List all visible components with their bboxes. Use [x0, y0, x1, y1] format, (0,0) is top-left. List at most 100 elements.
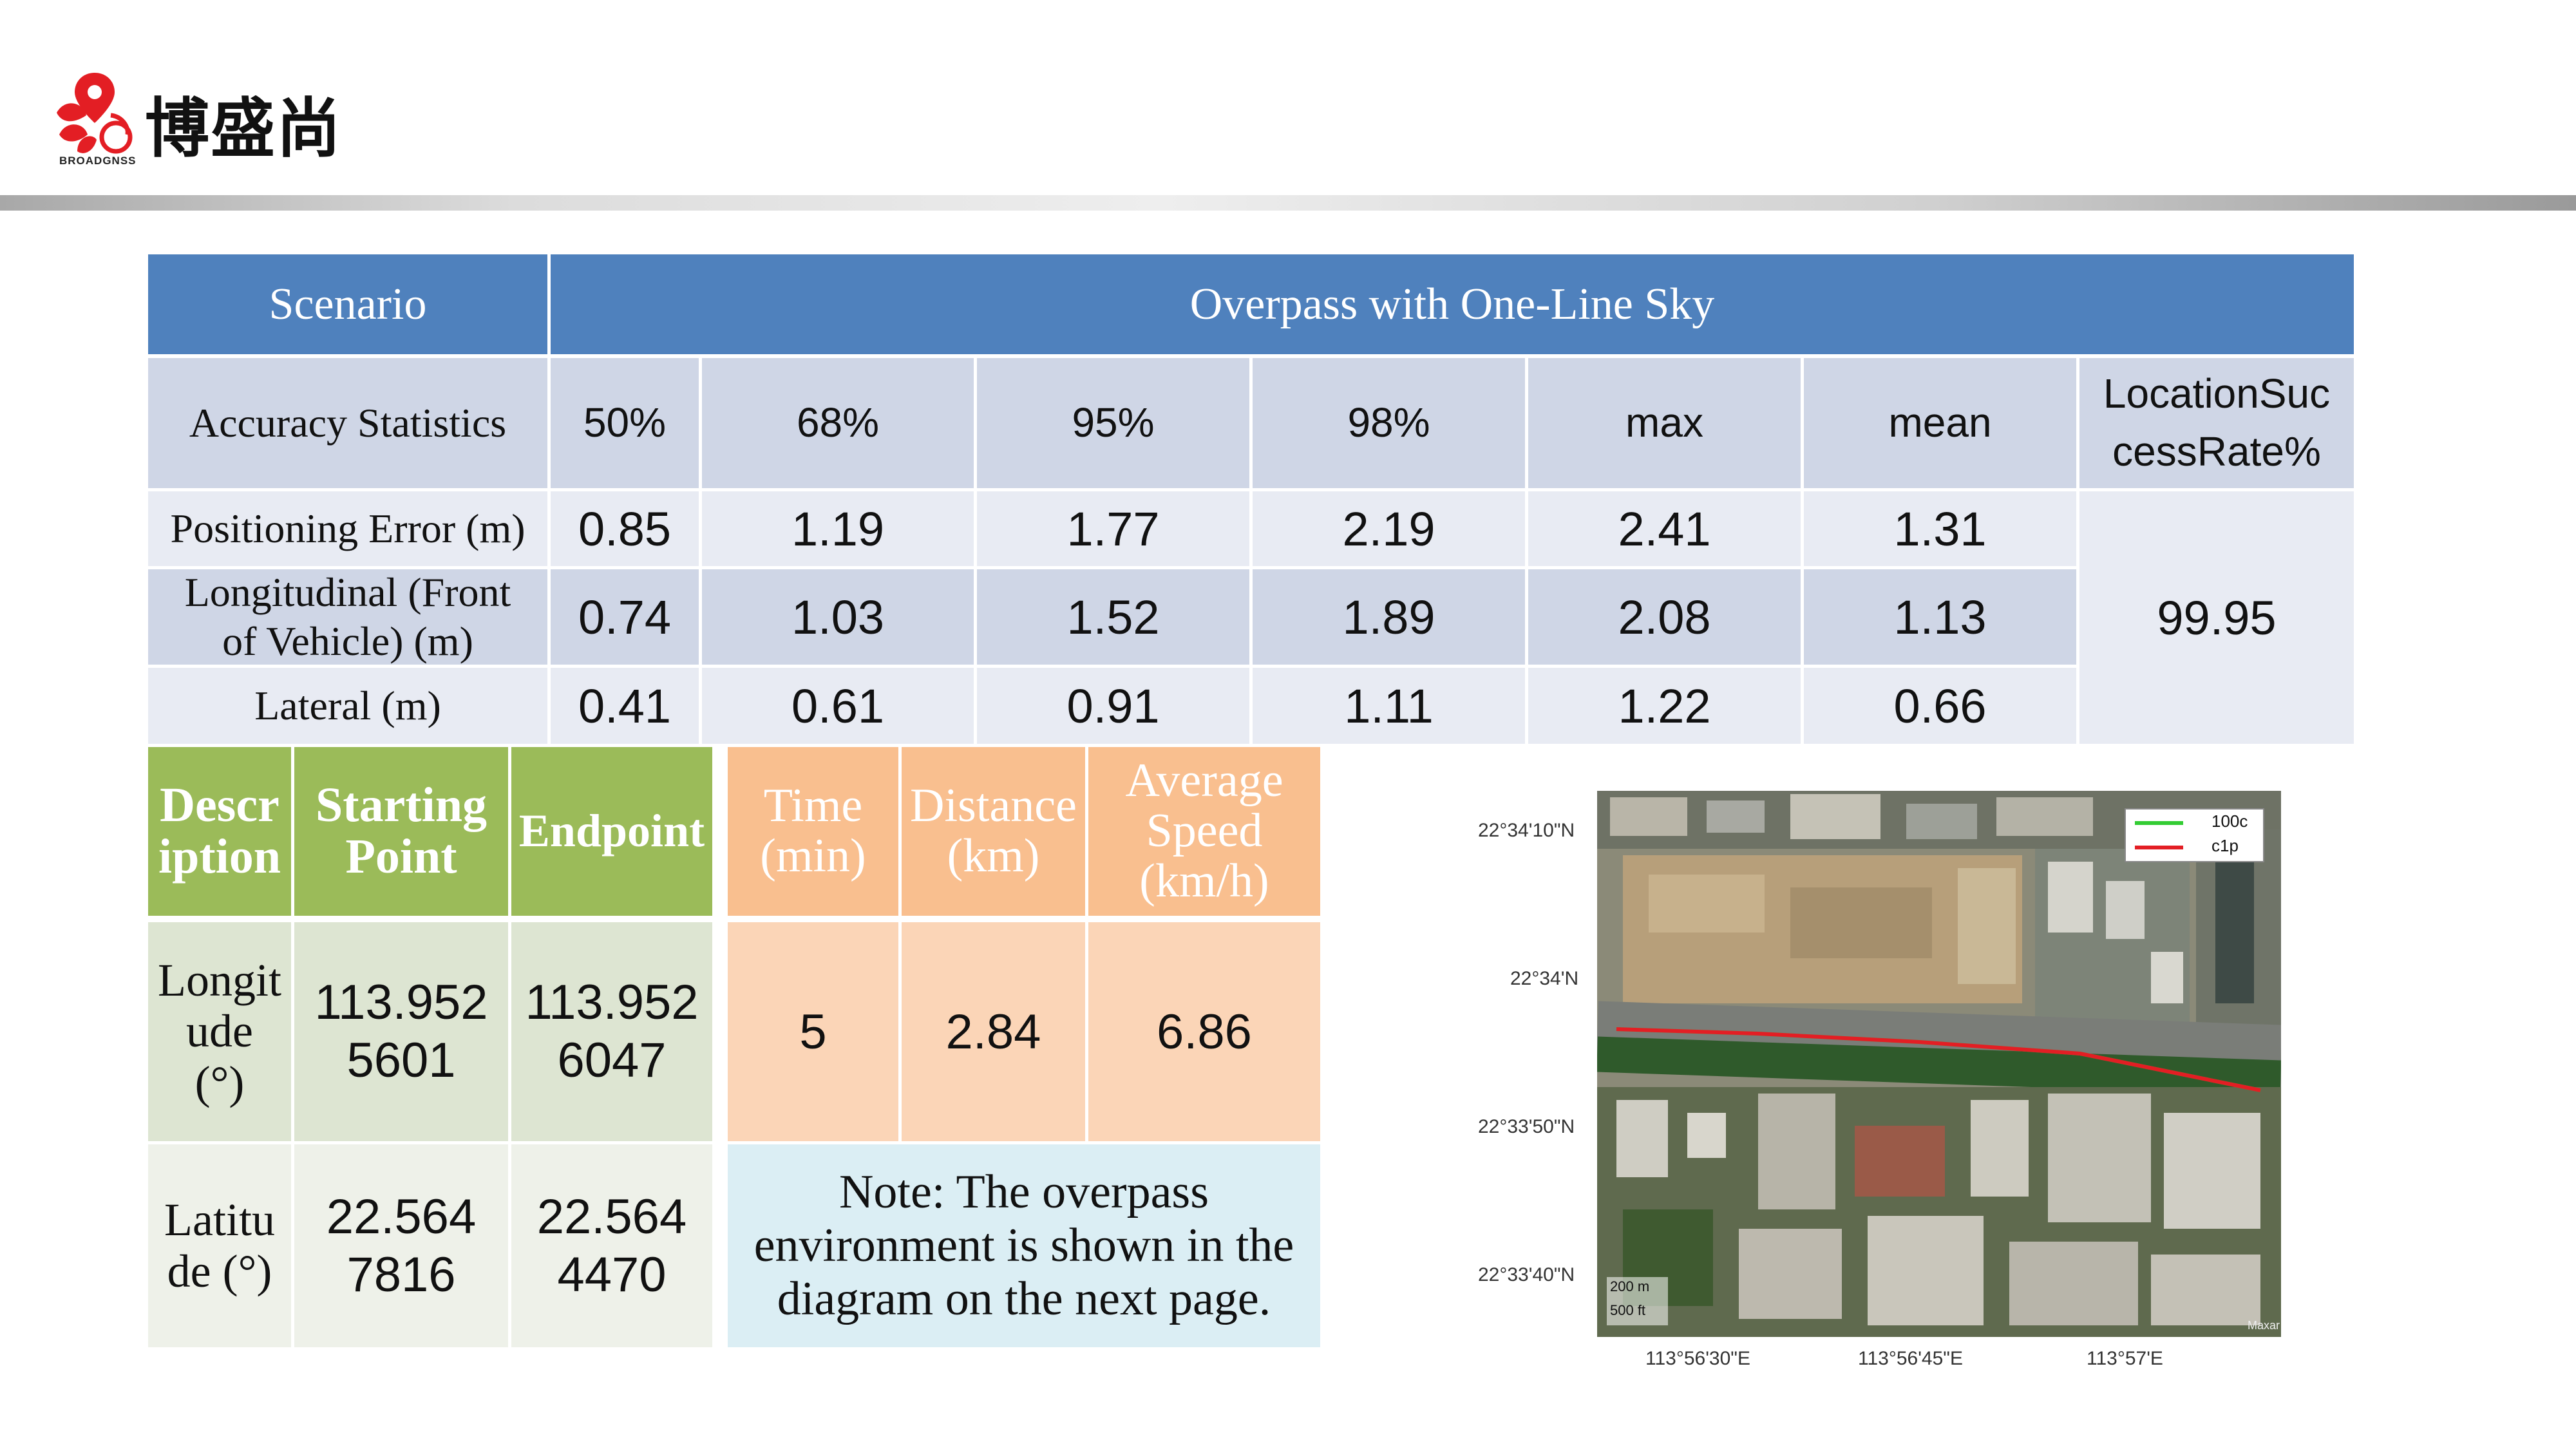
lat-label: 22°34'N — [1510, 968, 1579, 989]
cell-value: 2.41 — [1618, 502, 1711, 556]
scenario-label: Scenario — [269, 279, 427, 329]
table-cell: 1.13 — [1804, 569, 2076, 665]
note-text: Note: The overpass environment is shown … — [753, 1166, 1294, 1325]
latitude-label-cell: Latitude (°) — [148, 1144, 291, 1347]
cell-value: 1.89 — [1342, 590, 1435, 644]
lon-label: 113°56'30"E — [1645, 1348, 1750, 1369]
stat-header-98: 98% — [1253, 358, 1525, 488]
latitude-start: 22.5647816 — [326, 1189, 477, 1302]
cell-value: 0.91 — [1066, 679, 1160, 733]
cell-value: 1.52 — [1066, 590, 1160, 644]
scale-feet: 500 ft — [1610, 1302, 1646, 1318]
description-header: Description — [158, 778, 281, 884]
cell-value: 1.77 — [1066, 502, 1160, 556]
brand-name: 博盛尚 — [145, 91, 342, 166]
longitude-end-cell: 113.9526047 — [511, 922, 712, 1141]
lat-label: 22°33'40"N — [1478, 1264, 1575, 1285]
stat-header-95: 95% — [977, 358, 1249, 488]
avg-speed-value: 6.86 — [1157, 1004, 1252, 1059]
scenario-label-cell: Scenario — [148, 254, 547, 354]
longitude-label-cell: Longitude (°) — [148, 922, 291, 1141]
row-label: Longitudinal (Front of Vehicle) (m) — [184, 569, 511, 664]
brand-subtitle: BROADGNSS — [59, 155, 137, 167]
cell-value: 2.08 — [1618, 590, 1711, 644]
table-cell: 1.22 — [1528, 668, 1801, 744]
table-cell: 2.08 — [1528, 569, 1801, 665]
imagery-credit: Maxar — [2248, 1319, 2280, 1332]
distance-header: Distance (km) — [910, 779, 1077, 882]
distance-value: 2.84 — [945, 1004, 1041, 1059]
stats-label-cell: Accuracy Statistics — [148, 358, 547, 488]
longitude-start: 113.9525601 — [314, 975, 488, 1088]
cell-value: 2.19 — [1342, 502, 1435, 556]
stat-header-50: 50% — [551, 358, 699, 488]
latitude-label: Latitude (°) — [164, 1194, 275, 1297]
table-cell: 0.66 — [1804, 668, 2076, 744]
cell-value: 1.13 — [1893, 590, 1987, 644]
table-cell: 1.11 — [1253, 668, 1525, 744]
cell-value: 1.22 — [1618, 679, 1711, 733]
cell-value: 1.31 — [1893, 502, 1987, 556]
legend-series-name: 100c — [2211, 811, 2248, 831]
success-rate-header: LocationSuc cessRate% — [2103, 370, 2331, 475]
time-header: Time (min) — [760, 779, 866, 882]
scale-meters: 200 m — [1610, 1278, 1650, 1294]
table-cell: 0.74 — [551, 569, 699, 665]
starting-point-header-cell: Starting Point — [294, 747, 508, 916]
note-cell: Note: The overpass environment is shown … — [728, 1144, 1320, 1347]
description-header-cell: Description — [148, 747, 291, 916]
time-header-cell: Time (min) — [728, 747, 898, 916]
stats-label: Accuracy Statistics — [189, 400, 507, 446]
longitude-label: Longitude (°) — [158, 954, 281, 1108]
stat-header-mean: mean — [1804, 358, 2076, 488]
stat-header-max: max — [1528, 358, 1801, 488]
stat-header-text: 98% — [1347, 399, 1430, 446]
table-cell: 2.19 — [1253, 491, 1525, 566]
table-cell: 1.31 — [1804, 491, 2076, 566]
table-cell: 0.41 — [551, 668, 699, 744]
longitude-end: 113.9526047 — [525, 975, 699, 1088]
scenario-title-cell: Overpass with One-Line Sky — [551, 254, 2354, 354]
table-cell: 0.91 — [977, 668, 1249, 744]
table-cell: 1.19 — [702, 491, 974, 566]
latitude-end-cell: 22.5644470 — [511, 1144, 712, 1347]
row-label-lateral: Lateral (m) — [148, 668, 547, 744]
cell-value: 1.03 — [791, 590, 885, 644]
table-cell: 1.89 — [1253, 569, 1525, 665]
avg-speed-header-cell: Average Speed (km/h) — [1088, 747, 1320, 916]
cell-value: 1.19 — [791, 502, 885, 556]
success-rate-value: 99.95 — [2157, 591, 2277, 645]
longitude-start-cell: 113.9525601 — [294, 922, 508, 1141]
cell-value: 0.66 — [1893, 679, 1987, 733]
endpoint-header: Endpoint — [518, 805, 705, 857]
row-label: Positioning Error (m) — [170, 506, 526, 552]
cell-value: 1.11 — [1344, 679, 1434, 733]
lon-label: 113°56'45"E — [1858, 1348, 1963, 1369]
table-cell: 1.03 — [702, 569, 974, 665]
table-cell: 0.61 — [702, 668, 974, 744]
success-rate-cell: 99.95 — [2079, 491, 2354, 744]
stat-header-text: 95% — [1072, 399, 1155, 446]
table-cell: 0.85 — [551, 491, 699, 566]
cell-value: 0.85 — [578, 502, 672, 556]
table-cell: 1.77 — [977, 491, 1249, 566]
stat-header-text: mean — [1888, 399, 1992, 446]
success-rate-header-cell: LocationSuc cessRate% — [2079, 358, 2354, 488]
table-cell: 2.41 — [1528, 491, 1801, 566]
cell-value: 0.74 — [578, 590, 672, 644]
time-value-cell: 5 — [728, 922, 898, 1141]
row-label-positioning: Positioning Error (m) — [148, 491, 547, 566]
broadgnss-logo — [57, 73, 133, 154]
scenario-title: Overpass with One-Line Sky — [1189, 279, 1715, 329]
cell-value: 0.61 — [791, 679, 885, 733]
header-divider — [0, 195, 2576, 211]
stat-header-text: 50% — [583, 399, 667, 446]
cell-value: 0.41 — [578, 679, 672, 733]
distance-header-cell: Distance (km) — [902, 747, 1085, 916]
starting-point-header: Starting Point — [316, 778, 487, 884]
satellite-image — [1597, 791, 2281, 1337]
stat-header-68: 68% — [702, 358, 974, 488]
lon-label: 113°57'E — [2087, 1348, 2163, 1369]
avg-speed-header: Average Speed (km/h) — [1125, 754, 1283, 907]
distance-value-cell: 2.84 — [902, 922, 1085, 1141]
